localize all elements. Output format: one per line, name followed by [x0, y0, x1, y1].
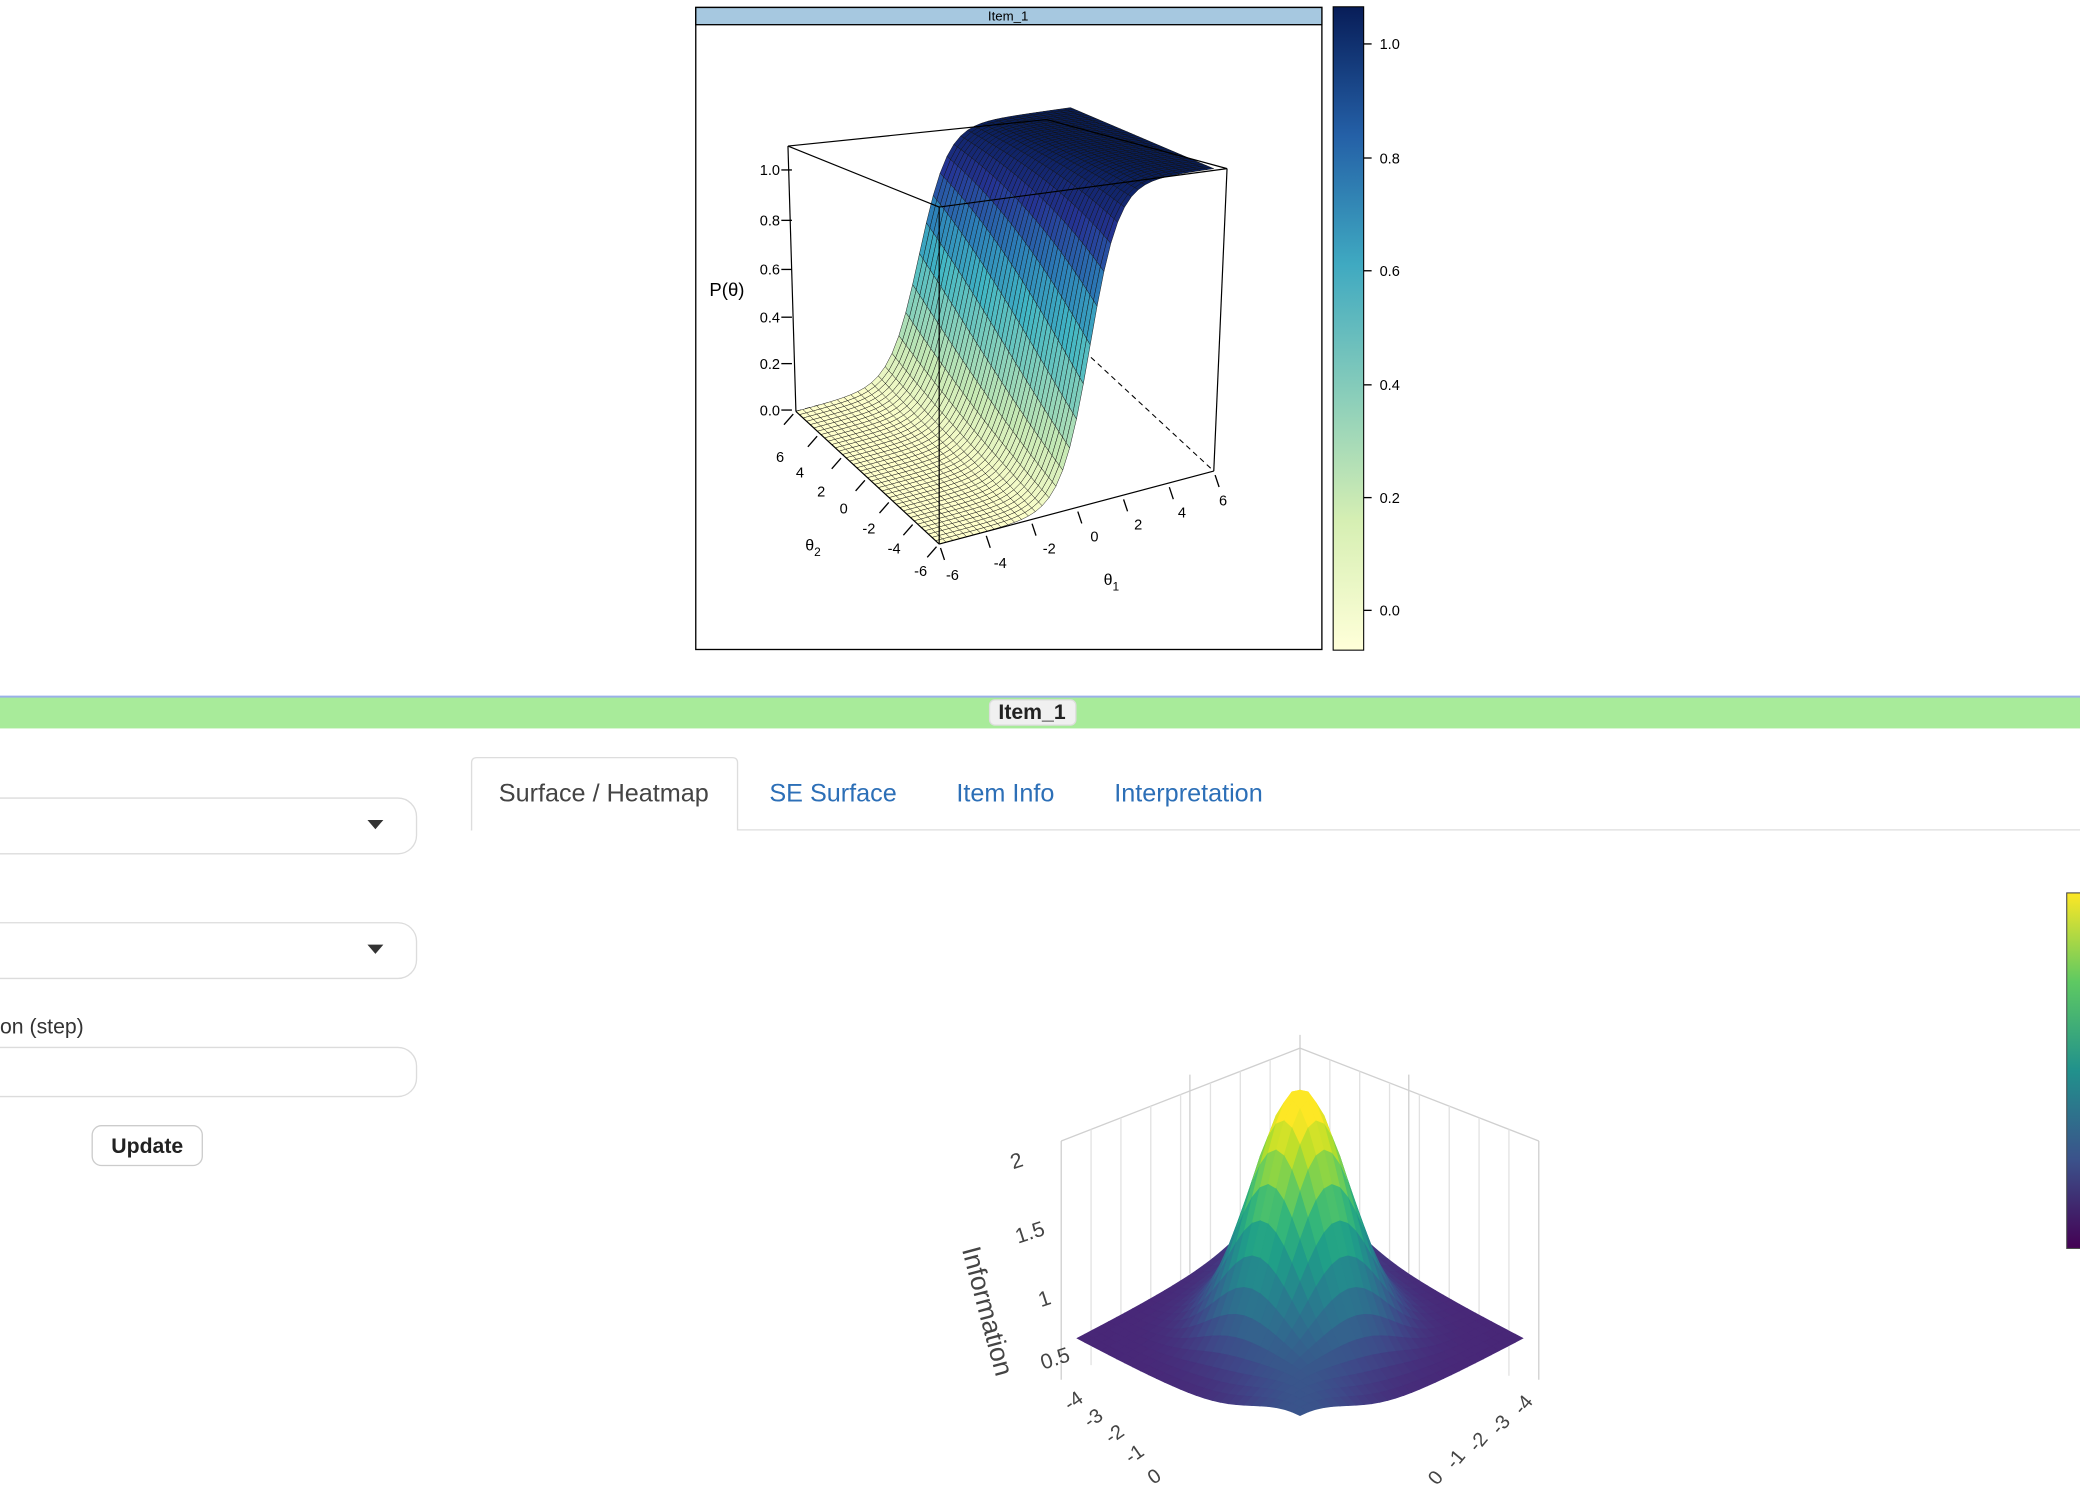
- theta1-tick: [1122, 499, 1129, 512]
- strip-label: Item_1: [988, 9, 1029, 24]
- banner-pill: [988, 699, 1077, 726]
- colorkey-tick-label: 0.4: [1380, 378, 1400, 394]
- caret: [367, 944, 384, 954]
- theta1-tick: [939, 547, 946, 561]
- colorkey-tick-label: 0.2: [1380, 491, 1400, 507]
- theta2-tick: [902, 524, 914, 536]
- z-tick-label: 1: [1035, 1287, 1053, 1313]
- colorkey: [1332, 6, 1365, 651]
- colorkey-tick-label: 0.6: [1380, 264, 1400, 280]
- x-tick-label: 0: [1144, 1465, 1166, 1489]
- z-axis-label: P(θ): [709, 279, 744, 300]
- plotly-scene: [1060, 1034, 1540, 1416]
- box-edge: [939, 168, 1228, 208]
- tab[interactable]: Surface / Heatmap: [499, 779, 709, 807]
- z-tick-label: 0.4: [760, 311, 780, 327]
- tab[interactable]: SE Surface: [769, 779, 896, 807]
- subscript: 1: [1113, 579, 1120, 593]
- box-edge: [1046, 118, 1228, 170]
- z-tick-label: 1.5: [1012, 1217, 1047, 1248]
- z-tick-label: 0.0: [760, 403, 780, 419]
- tab-active: [470, 756, 739, 831]
- y-tick-label: -2: [1464, 1428, 1492, 1456]
- y-tick-label: -3: [1487, 1411, 1515, 1439]
- theta2-tick: [926, 546, 938, 558]
- step-input[interactable]: [0, 1046, 418, 1098]
- y-tick-label: -4: [1509, 1391, 1537, 1419]
- theta2-tick-label: -2: [862, 521, 875, 537]
- theta2-tick-label: -6: [914, 564, 927, 580]
- box-edge: [939, 470, 1214, 545]
- theta1-tick-label: 0: [1090, 529, 1098, 545]
- colorkey-tick-label: 0.0: [1380, 604, 1400, 620]
- theta2-tick-label: -4: [888, 541, 901, 557]
- z-tick-label: 0.5: [1038, 1343, 1073, 1374]
- theta2-tick: [878, 502, 890, 514]
- tab-bar: Surface / Heatmap SE Surface Item Info Inte…: [470, 756, 1263, 831]
- theta2-label: θ2: [805, 538, 821, 559]
- theta2-tick: [831, 457, 842, 470]
- box-edge: [795, 410, 940, 545]
- theta1-tick-label: -2: [1043, 541, 1056, 557]
- box-edge-hidden: [1070, 338, 1215, 472]
- x-tick-label: -2: [1101, 1420, 1128, 1448]
- z-tick-label: 0.6: [760, 263, 780, 279]
- theta1-tick-label: 4: [1178, 506, 1186, 522]
- strip: [695, 6, 1323, 26]
- update-button-label: Update: [111, 1135, 183, 1158]
- caret: [367, 819, 384, 830]
- theta1-label: θ1: [1104, 572, 1120, 593]
- box-edge: [787, 145, 940, 208]
- plotly-colorbar: [2066, 892, 2080, 1249]
- theta2-tick-label: 0: [840, 502, 848, 518]
- theta2-tick: [855, 479, 866, 492]
- symbol: θ: [1104, 572, 1113, 589]
- symbol: θ: [805, 538, 814, 555]
- select[interactable]: [0, 922, 418, 980]
- y-tick-label: 0: [1424, 1467, 1448, 1490]
- theta1-tick: [1214, 474, 1220, 488]
- z-tick-label: 0.8: [760, 214, 780, 230]
- grid-line: [1299, 1047, 1540, 1142]
- lattice-surface: [787, 107, 1228, 545]
- x-tick-label: -1: [1121, 1440, 1148, 1468]
- theta1-tick-label: -4: [994, 556, 1007, 572]
- tab[interactable]: Item Info: [956, 779, 1054, 807]
- box-edge: [1213, 168, 1228, 472]
- colorkey-tick-label: 0.8: [1380, 151, 1400, 167]
- select[interactable]: [0, 797, 418, 855]
- z-tick-label: 2: [1008, 1149, 1026, 1175]
- step-label: on (step): [0, 1016, 84, 1039]
- z-tick-label: 1.0: [760, 163, 780, 179]
- surface-cell: [1291, 1406, 1309, 1416]
- subscript: 2: [814, 545, 821, 559]
- theta1-tick-label: -6: [946, 568, 959, 584]
- theta2-tick: [807, 435, 818, 448]
- theta2-tick-label: 2: [817, 484, 825, 500]
- box-edge: [787, 146, 797, 412]
- theta1-tick: [1031, 523, 1037, 536]
- box-edge: [787, 118, 1047, 147]
- theta1-tick: [1077, 511, 1083, 524]
- colorkey-tick-label: 1.0: [1380, 37, 1400, 53]
- tab[interactable]: Interpretation: [1114, 779, 1262, 807]
- theta2-tick-label: 4: [796, 466, 804, 482]
- theta2-tick: [783, 413, 794, 426]
- banner-title: Item_1: [998, 701, 1065, 724]
- update-button[interactable]: [91, 1125, 203, 1167]
- theta1-tick-label: 6: [1219, 494, 1227, 510]
- theta1-tick: [985, 535, 991, 548]
- theta1-tick: [1168, 487, 1174, 500]
- theta1-tick-label: 2: [1134, 517, 1142, 533]
- theta2-tick-label: 6: [776, 450, 784, 466]
- y-tick-label: -1: [1442, 1446, 1470, 1474]
- z-tick-label: 0.2: [760, 357, 780, 373]
- grid-line: [1060, 1047, 1301, 1142]
- z-title: Information: [956, 1243, 1019, 1379]
